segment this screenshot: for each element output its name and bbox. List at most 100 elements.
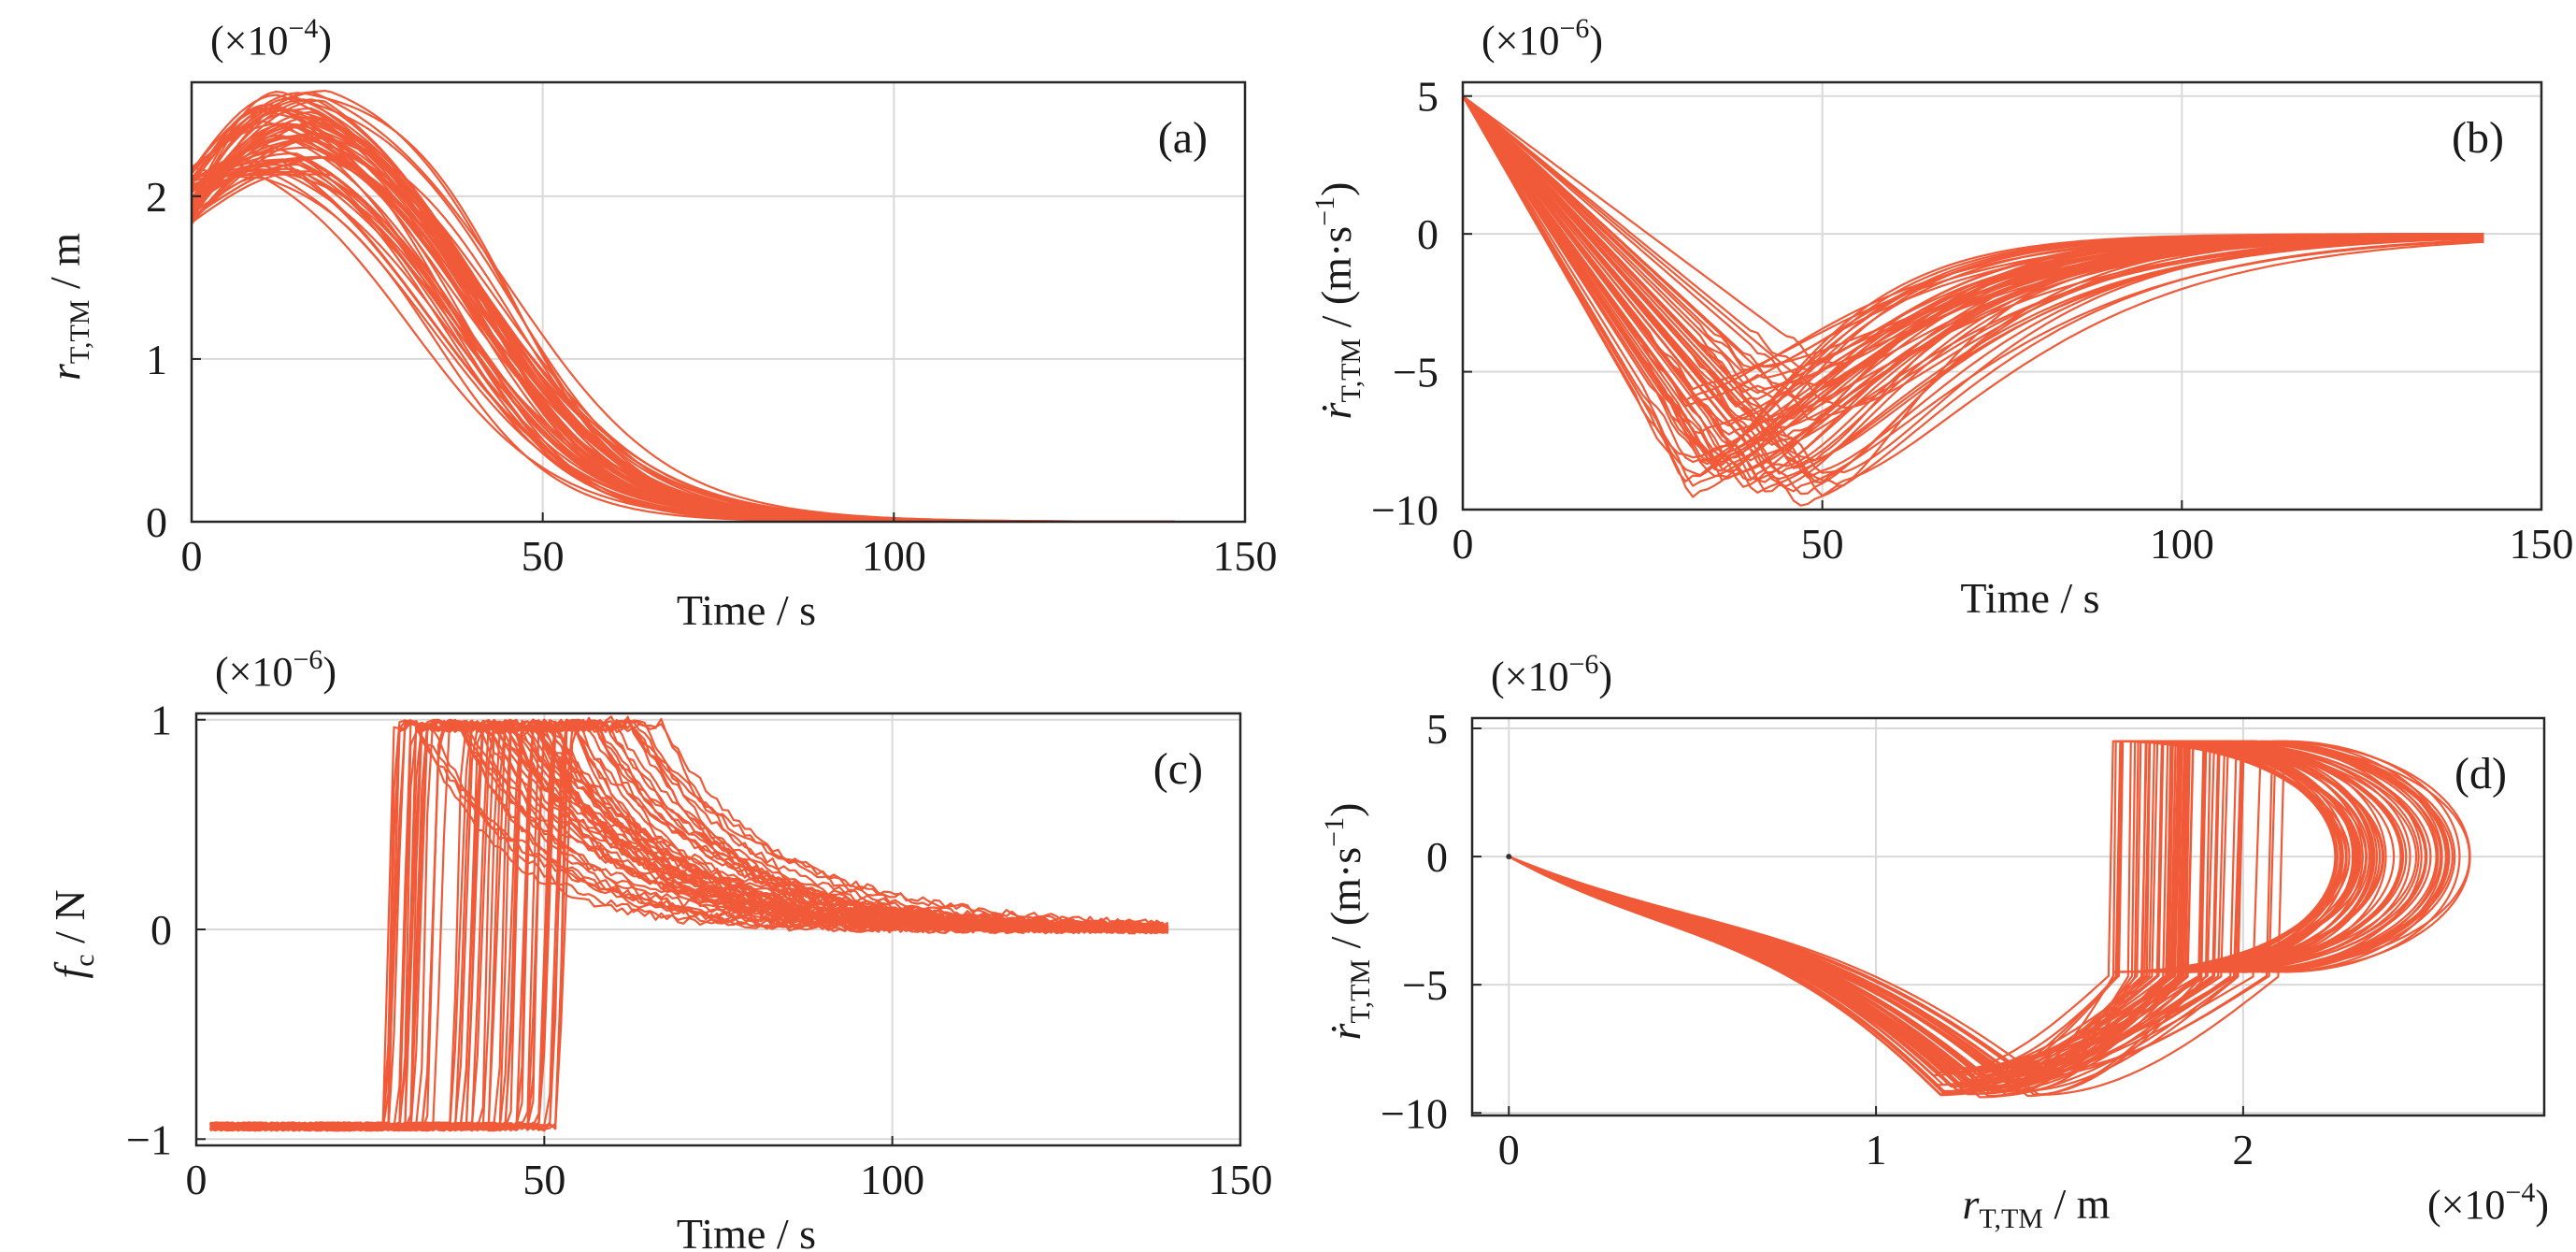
series-line — [192, 169, 1175, 522]
series-line — [192, 104, 1175, 522]
x-tick-label: 100 — [860, 1156, 924, 1203]
y-tick-label: −10 — [1371, 486, 1438, 534]
plot-frame — [1470, 716, 2546, 1117]
y-axis-label: fc / N — [46, 889, 100, 978]
series-line — [192, 163, 1175, 522]
series-line — [192, 108, 1175, 522]
series-line — [192, 109, 1175, 522]
y-tick-label: 5 — [1426, 705, 1448, 753]
x-tick-label: 0 — [186, 1156, 208, 1203]
plot-frame — [190, 80, 1247, 524]
y-axis-label: ṙT,TM / (m·s−1) — [1309, 182, 1367, 420]
series-group — [209, 715, 1169, 1132]
y-exponent: (×10−6) — [215, 644, 336, 695]
panel-label: (c) — [1153, 744, 1203, 794]
y-exponent: (×10−4) — [210, 13, 332, 64]
series-line — [192, 110, 1175, 522]
y-tick-label: 0 — [1426, 833, 1448, 881]
series-line — [192, 160, 1175, 522]
series-line — [1463, 95, 2484, 462]
y-tick-label: 0 — [150, 906, 172, 954]
series-line — [192, 110, 1175, 522]
x-axis-label: Time / s — [677, 1210, 816, 1252]
y-tick-label: 0 — [1417, 210, 1438, 258]
x-tick-label: 150 — [2510, 520, 2574, 568]
series-line — [192, 176, 1175, 522]
series-line — [1463, 94, 2484, 371]
series-line — [1508, 740, 2432, 1072]
origin-point — [1506, 854, 1512, 860]
subplot-d: 0 1 2 −10 −5 0 5 (d) rT,TM / m ṙT,TM / (m·s−1) (×1… — [1319, 649, 2549, 1234]
series-line — [192, 170, 1175, 522]
series-line — [209, 719, 1169, 1132]
series-line — [192, 168, 1175, 522]
x-tick-label: 100 — [862, 532, 926, 580]
series-line — [192, 156, 1175, 522]
series-line — [192, 136, 1175, 522]
subplot-a: 0 50 100 150 0 1 2 (a) Time / s rT,TM / m (×10−4) — [41, 13, 1278, 634]
x-tick-label: 0 — [181, 532, 203, 580]
y-exponent: (×10−6) — [1491, 649, 1612, 699]
x-axis-label: rT,TM / m — [1962, 1180, 2110, 1234]
y-tick-label: −10 — [1381, 1089, 1448, 1137]
subplot-b: 0 50 100 150 −10 −5 0 5 (b) Time / s ṙT,TM / (m·s−… — [1309, 13, 2574, 622]
x-tick-label: 2 — [2232, 1126, 2254, 1173]
series-line — [1508, 740, 2385, 1095]
x-tick-label: 100 — [2150, 520, 2214, 568]
series-line — [192, 165, 1175, 522]
series-line — [1463, 95, 2484, 464]
series-line — [1463, 94, 2484, 468]
x-tick-label: 0 — [1453, 520, 1474, 568]
y-tick-label: −1 — [126, 1115, 172, 1163]
series-line — [192, 167, 1175, 522]
x-tick-label: 150 — [1209, 1156, 1273, 1203]
x-tick-label: 50 — [522, 1156, 565, 1203]
series-line — [192, 146, 1175, 522]
plot-frame — [1461, 80, 2543, 511]
y-tick-label: 5 — [1417, 73, 1438, 121]
series-line — [1508, 740, 2411, 1073]
panel-label: (d) — [2454, 749, 2507, 799]
y-axis-label: ṙT,TM / (m·s−1) — [1319, 803, 1376, 1041]
y-tick-label: 0 — [146, 498, 167, 546]
y-tick-label: −5 — [1393, 349, 1438, 396]
series-line — [1463, 94, 2484, 469]
subplot-c: 0 50 100 150 −1 0 1 (c) Time / s fc / N (×10−6) — [46, 644, 1273, 1252]
series-line — [192, 156, 1175, 522]
y-axis-label: rT,TM / m — [41, 233, 95, 381]
series-line — [192, 122, 1175, 522]
series-group — [1506, 740, 2471, 1099]
series-line — [192, 143, 1175, 522]
x-tick-label: 50 — [1801, 520, 1844, 568]
series-line — [1508, 740, 2456, 1069]
series-line — [192, 170, 1175, 522]
series-group — [192, 90, 1175, 522]
series-line — [192, 116, 1175, 522]
series-line — [1463, 95, 2484, 468]
series-line — [1508, 740, 2471, 1073]
series-line — [1463, 95, 2484, 464]
y-exponent: (×10−6) — [1481, 13, 1603, 64]
series-line — [1508, 740, 2450, 1094]
y-tick-label: 2 — [146, 173, 167, 221]
series-line — [192, 160, 1175, 522]
series-line — [192, 173, 1175, 522]
y-tick-label: 1 — [150, 697, 172, 744]
x-tick-label: 0 — [1498, 1126, 1520, 1173]
series-line — [1508, 740, 2358, 1070]
panel-label: (a) — [1158, 113, 1208, 163]
series-line — [1508, 740, 2405, 1092]
panel-label: (b) — [2452, 113, 2504, 163]
y-tick-label: 1 — [146, 336, 167, 383]
x-axis-label: Time / s — [677, 586, 816, 634]
x-axis-label: Time / s — [1960, 574, 2099, 622]
series-line — [192, 158, 1175, 522]
series-line — [209, 720, 1169, 1132]
series-line — [1508, 740, 2364, 1078]
series-line — [1463, 95, 2484, 507]
series-line — [1508, 740, 2428, 1096]
x-exponent: (×10−4) — [2427, 1177, 2549, 1228]
x-tick-label: 1 — [1866, 1126, 1887, 1173]
series-line — [192, 163, 1175, 522]
